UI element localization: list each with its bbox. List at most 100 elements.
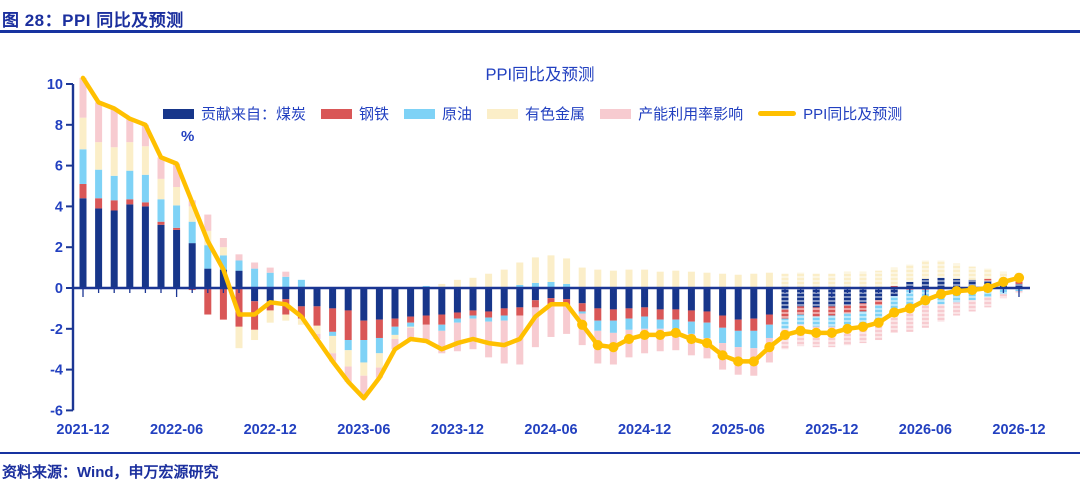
bar-segment-forecast-hatch xyxy=(890,296,898,310)
bar-segment xyxy=(95,142,103,170)
bar-segment-forecast-hatch xyxy=(812,273,820,288)
bar-segment xyxy=(703,288,711,312)
bar-segment xyxy=(141,202,149,207)
bar-segment xyxy=(703,337,711,359)
legend-item: 有色金属 xyxy=(487,103,585,124)
y-tick-label: 2 xyxy=(55,240,63,256)
bar-segment xyxy=(734,330,742,348)
bar-segment xyxy=(500,269,508,288)
bar-segment xyxy=(79,77,87,118)
bar-segment-forecast-hatch xyxy=(875,319,883,341)
bar-segment xyxy=(469,277,477,288)
bar-segment xyxy=(578,267,586,288)
line-marker xyxy=(935,289,947,300)
bar-segment xyxy=(391,326,399,335)
line-marker xyxy=(842,323,853,334)
bar-segment xyxy=(578,288,586,304)
chart-title: PPI同比及预测 xyxy=(485,66,595,84)
bar-segment xyxy=(547,304,555,337)
bar-segment xyxy=(157,178,165,200)
bar-segment xyxy=(641,269,649,288)
bar-segment xyxy=(219,255,227,270)
y-tick-label: -6 xyxy=(50,403,63,419)
line-marker xyxy=(608,342,619,353)
bar-segment xyxy=(672,309,680,320)
bar-segment-forecast-hatch xyxy=(906,281,914,288)
y-tick-label: -2 xyxy=(50,322,63,338)
bar-segment xyxy=(344,366,352,382)
bar-segment xyxy=(687,310,695,322)
bar-segment-forecast-hatch xyxy=(1015,283,1023,288)
bar-segment xyxy=(531,282,539,288)
bar-segment xyxy=(235,254,243,261)
bar-segment-forecast-hatch xyxy=(984,268,992,279)
y-tick-label: 0 xyxy=(55,281,63,297)
legend-label: 有色金属 xyxy=(525,106,586,123)
bar-segment xyxy=(173,205,181,228)
bar-segment xyxy=(391,334,399,339)
bar-segment xyxy=(750,288,758,319)
bar-segment xyxy=(251,329,259,341)
bar-segment xyxy=(95,198,103,209)
bar-segment xyxy=(765,288,773,315)
bar-segment xyxy=(500,320,508,364)
line-marker xyxy=(686,333,697,345)
bar-segment xyxy=(485,311,493,318)
bar-segment-forecast-hatch xyxy=(797,288,805,307)
bar-segment xyxy=(297,306,305,319)
bar-segment-forecast-hatch xyxy=(812,288,820,308)
bar-segment xyxy=(609,270,617,288)
bar-segment-forecast-hatch xyxy=(906,264,914,282)
y-tick-label: 6 xyxy=(55,159,63,175)
bar-segment xyxy=(609,288,617,310)
bar-segment xyxy=(407,322,415,327)
line-marker xyxy=(748,356,759,367)
bar-segment xyxy=(672,270,680,288)
bar-segment xyxy=(563,306,571,334)
bar-segment xyxy=(360,320,368,341)
bar-segment xyxy=(251,262,259,269)
bar-segment xyxy=(656,319,664,329)
x-tick-label: 2023-12 xyxy=(431,422,484,438)
bar-segment-forecast-hatch xyxy=(859,271,867,288)
line-marker xyxy=(982,282,993,294)
bar-segment xyxy=(360,340,368,363)
bar-segment-forecast-hatch xyxy=(921,260,929,279)
bar-segment xyxy=(625,269,633,288)
figure-bottom-border xyxy=(0,452,1080,454)
x-tick-label: 2025-06 xyxy=(712,422,765,438)
bar-segment xyxy=(672,329,680,351)
y-axis-unit-label: % xyxy=(181,128,194,145)
bar-segment xyxy=(703,311,711,323)
bar-segment xyxy=(734,274,742,288)
bar-segment xyxy=(297,288,305,307)
bar-segment xyxy=(641,307,649,317)
bar-segment xyxy=(516,288,524,308)
bar-segment xyxy=(500,315,508,321)
bar-segment xyxy=(438,288,446,315)
x-tick-label: 2023-06 xyxy=(337,422,390,438)
bar-segment xyxy=(297,279,305,288)
bar-segment xyxy=(516,262,524,285)
bar-segment xyxy=(329,353,337,362)
x-tick-label: 2026-06 xyxy=(899,422,952,438)
bar-segment xyxy=(438,314,446,325)
bar-segment-forecast-hatch xyxy=(843,288,851,306)
bar-segment xyxy=(547,298,555,305)
bar-segment xyxy=(79,149,87,184)
bar-segment xyxy=(703,322,711,338)
bar-segment xyxy=(313,325,321,334)
bar-segment xyxy=(391,288,399,319)
line-marker xyxy=(577,319,588,330)
bars-layer xyxy=(79,77,1023,399)
bar-segment-forecast-hatch xyxy=(781,288,789,310)
bar-segment xyxy=(282,288,290,300)
bar-segment xyxy=(656,309,664,320)
bar-segment xyxy=(422,288,430,316)
bar-segment xyxy=(438,283,446,288)
bar-segment xyxy=(594,269,602,288)
bar-segment xyxy=(563,283,571,288)
bar-segment-forecast-hatch xyxy=(921,278,929,288)
bar-segment xyxy=(453,288,461,313)
